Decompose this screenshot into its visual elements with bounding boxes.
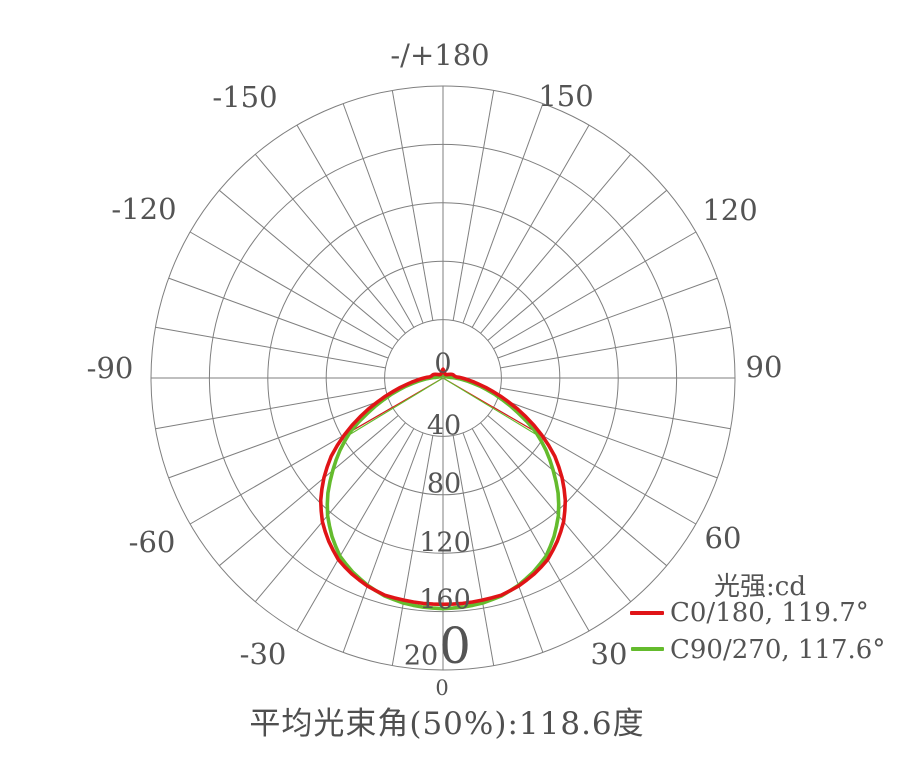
grid-spoke-190 xyxy=(391,90,434,321)
radial-label-80-2: 80 xyxy=(427,469,461,500)
average-beam-angle-text: 平均光束角(50%):118.6度 xyxy=(249,706,645,742)
grid-spoke-20 xyxy=(462,432,544,653)
grid-spoke-170 xyxy=(452,90,495,321)
grid-spoke-280 xyxy=(155,387,386,430)
grid-spoke-110 xyxy=(497,277,718,359)
legend-swatch-c0-180 xyxy=(630,611,664,615)
curve-c0-180 xyxy=(318,367,568,607)
angle-label--90: -90 xyxy=(87,351,134,385)
angle-label--120: -120 xyxy=(111,192,176,226)
grid-spoke-100 xyxy=(500,326,731,369)
grid-spoke-200 xyxy=(342,103,424,324)
grid-spoke-10 xyxy=(452,435,495,666)
grid-spoke-30 xyxy=(471,428,590,632)
grid-spoke-50 xyxy=(487,415,668,567)
radial-label-20-5: 20 xyxy=(404,641,438,672)
grid-spoke-120 xyxy=(493,231,697,350)
grid-spoke-220 xyxy=(254,153,406,334)
grid-spoke-40 xyxy=(480,422,632,603)
angle-label-120: 120 xyxy=(702,193,757,227)
grid-spoke-340 xyxy=(342,432,424,653)
angle-label-0-small: 0 xyxy=(435,676,448,700)
radial-label-0-0: 0 xyxy=(434,349,451,380)
grid-spoke-250 xyxy=(168,277,389,359)
legend-label-c90-270: C90/270, 117.6° xyxy=(670,635,886,665)
radial-label-160-4: 160 xyxy=(419,585,471,616)
grid-spoke-130 xyxy=(487,189,668,341)
angle-label--60: -60 xyxy=(129,525,176,559)
radial-label-40-1: 40 xyxy=(427,411,461,442)
grid-spoke-210 xyxy=(296,124,415,328)
angle-label--180: -/+180 xyxy=(390,38,489,72)
grid-spoke-290 xyxy=(168,397,389,479)
angle-label--30: -30 xyxy=(240,637,287,671)
radial-label-120-3: 120 xyxy=(419,528,471,559)
beam-angle-line-c90-270-right xyxy=(442,377,536,435)
grid-spoke-150 xyxy=(471,124,590,328)
grid-spoke-310 xyxy=(218,415,399,567)
legend-title: 光强:cd xyxy=(714,572,806,602)
legend-label-c0-180: C0/180, 119.7° xyxy=(670,598,869,628)
angle-label-90: 90 xyxy=(746,350,783,384)
grid-spoke-70 xyxy=(497,397,718,479)
angle-label-30: 30 xyxy=(591,637,628,671)
legend-swatch-c90-270 xyxy=(631,647,664,651)
grid-spoke-330 xyxy=(296,428,415,632)
grid-spoke-160 xyxy=(462,103,544,324)
angle-label-60: 60 xyxy=(705,521,742,555)
angle-label--150: -150 xyxy=(212,80,277,114)
beam-angle-line-c90-270-left xyxy=(350,377,444,435)
angle-label-0-big: 0 xyxy=(439,617,471,675)
grid-spoke-320 xyxy=(254,422,406,603)
grid-spoke-230 xyxy=(218,189,399,341)
angle-label-150: 150 xyxy=(538,79,593,113)
grid-spoke-80 xyxy=(500,387,731,430)
curve-c90-270 xyxy=(325,370,561,611)
grid-spoke-260 xyxy=(155,326,386,369)
grid-spoke-240 xyxy=(189,231,393,350)
grid-spoke-140 xyxy=(480,153,632,334)
grid-spoke-350 xyxy=(391,435,434,666)
